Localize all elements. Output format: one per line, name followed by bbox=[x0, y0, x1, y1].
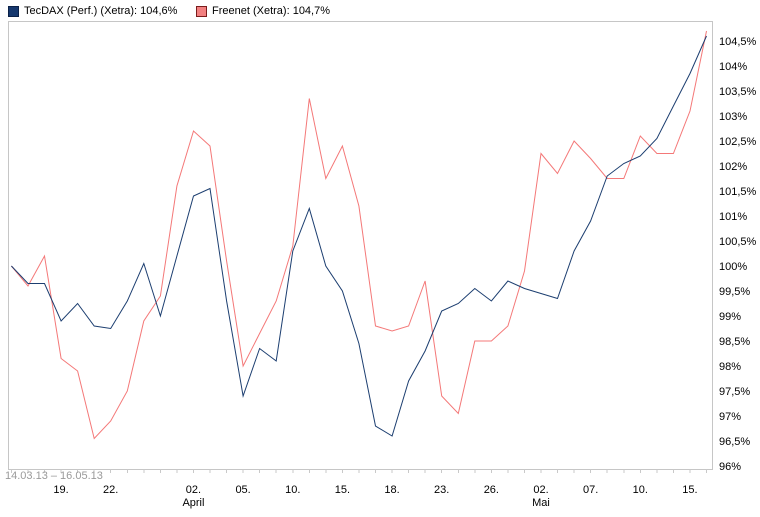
y-axis-label: 99% bbox=[719, 311, 741, 323]
x-tick-label: 26. bbox=[484, 484, 499, 496]
y-axis-label: 103% bbox=[719, 111, 747, 123]
series-line-tecdax bbox=[11, 35, 707, 437]
y-axis-label: 102% bbox=[719, 161, 747, 173]
plot-border bbox=[8, 21, 713, 470]
y-axis-label: 97% bbox=[719, 411, 741, 423]
x-tick-label: 10. bbox=[633, 484, 648, 496]
y-axis-label: 99,5% bbox=[719, 286, 750, 298]
chart-legend: TecDAX (Perf.) (Xetra): 104,6% Freenet (… bbox=[0, 4, 760, 18]
x-month-label: April bbox=[182, 497, 204, 509]
x-tick-label: 02. bbox=[533, 484, 548, 496]
legend-item-tecdax: TecDAX (Perf.) (Xetra): 104,6% bbox=[8, 4, 177, 18]
series-line-freenet bbox=[11, 30, 707, 440]
x-month-label: Mai bbox=[532, 497, 550, 509]
x-tick-label: 23. bbox=[434, 484, 449, 496]
legend-label-tecdax: TecDAX (Perf.) (Xetra): 104,6% bbox=[24, 5, 178, 17]
y-axis-label: 98,5% bbox=[719, 336, 750, 348]
freenet-swatch bbox=[196, 5, 207, 17]
y-axis-label: 103,5% bbox=[719, 86, 757, 98]
x-tick-label: 22. bbox=[103, 484, 118, 496]
y-axis-label: 100% bbox=[719, 261, 747, 273]
date-range-label: 14.03.13 – 16.05.13 bbox=[5, 470, 103, 482]
x-tick-label: 05. bbox=[235, 484, 250, 496]
x-tick-label: 07. bbox=[583, 484, 598, 496]
y-axis-label: 98% bbox=[719, 361, 741, 373]
y-axis-label: 96% bbox=[719, 461, 741, 473]
y-axis-label: 100,5% bbox=[719, 236, 757, 248]
x-tick-label: 02. bbox=[186, 484, 201, 496]
y-axis-label: 96,5% bbox=[719, 436, 750, 448]
x-tick-label: 15. bbox=[682, 484, 697, 496]
y-axis-label: 101,5% bbox=[719, 186, 757, 198]
x-tick-label: 10. bbox=[285, 484, 300, 496]
y-axis-label: 104% bbox=[719, 61, 747, 73]
legend-item-freenet: Freenet (Xetra): 104,7% bbox=[196, 4, 330, 18]
x-tick-label: 15. bbox=[335, 484, 350, 496]
x-tick-label: 19. bbox=[53, 484, 68, 496]
y-axis-label: 97,5% bbox=[719, 386, 750, 398]
x-tick-label: 18. bbox=[384, 484, 399, 496]
y-axis-label: 102,5% bbox=[719, 136, 757, 148]
y-axis-label: 101% bbox=[719, 211, 747, 223]
tecdax-swatch bbox=[8, 5, 19, 17]
y-axis-label: 104,5% bbox=[719, 36, 757, 48]
legend-label-freenet: Freenet (Xetra): 104,7% bbox=[212, 5, 331, 17]
